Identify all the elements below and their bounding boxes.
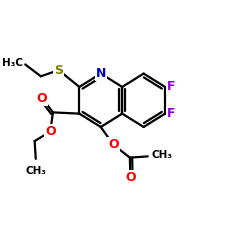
Text: O: O xyxy=(45,125,56,138)
Text: O: O xyxy=(108,138,119,151)
Text: H₃C: H₃C xyxy=(2,58,23,68)
Text: CH₃: CH₃ xyxy=(152,150,173,160)
Text: CH₃: CH₃ xyxy=(25,166,46,176)
Text: S: S xyxy=(54,64,63,76)
Text: O: O xyxy=(125,172,136,184)
Text: F: F xyxy=(167,80,175,94)
Text: N: N xyxy=(96,67,106,80)
Text: F: F xyxy=(167,107,175,120)
Text: O: O xyxy=(37,92,47,104)
